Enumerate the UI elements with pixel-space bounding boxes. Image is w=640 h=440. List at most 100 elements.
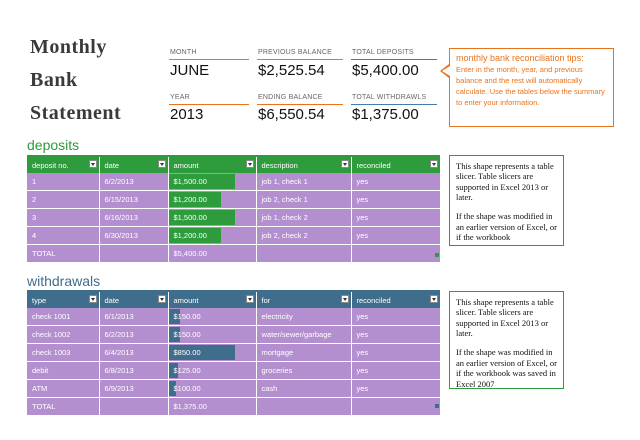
table-row: 4 6/30/2013 $1,200.00 job 2, check 2 yes	[27, 226, 441, 245]
description-cell[interactable]: job 1, check 2	[256, 208, 352, 227]
type-cell[interactable]: check 1002	[27, 325, 100, 344]
withdrawals-col-reconciled[interactable]: reconciled	[351, 292, 441, 308]
tips-callout: monthly bank reconciliation tips: Enter …	[449, 48, 614, 127]
filter-dropdown-icon[interactable]	[157, 160, 166, 168]
withdrawals-col-label: amount	[173, 295, 199, 305]
deposits-rule	[27, 155, 440, 157]
deposit-no-cell[interactable]: 1	[27, 173, 100, 191]
total-empty-cell[interactable]	[256, 397, 352, 416]
description-cell[interactable]: job 1, check 1	[256, 173, 352, 191]
for-cell[interactable]: cash	[256, 379, 352, 398]
deposit-no-cell[interactable]: 2	[27, 190, 100, 209]
type-cell[interactable]: debit	[27, 361, 100, 380]
filter-dropdown-icon[interactable]	[340, 160, 349, 168]
description-cell[interactable]: job 2, check 2	[256, 226, 352, 245]
deposit-no-cell[interactable]: 3	[27, 208, 100, 227]
total-withdrawals-underline	[351, 104, 437, 105]
total-amount[interactable]: $1,375.00	[168, 397, 257, 416]
total-empty-cell[interactable]	[99, 244, 169, 263]
type-cell[interactable]: check 1001	[27, 308, 100, 326]
total-label: TOTAL	[27, 244, 100, 263]
withdrawals-col-for[interactable]: for	[256, 292, 352, 308]
amount-value: $125.00	[173, 366, 201, 375]
for-cell[interactable]: mortgage	[256, 343, 352, 362]
amount-cell[interactable]: $125.00	[168, 361, 257, 380]
table-row: 3 6/16/2013 $1,500.00 job 1, check 2 yes	[27, 208, 441, 227]
slicer-note-para2: If the shape was modified in an earlier …	[456, 211, 558, 243]
amount-data-bar	[168, 228, 222, 243]
withdrawals-col-amount[interactable]: amount	[168, 292, 257, 308]
filter-dropdown-icon[interactable]	[88, 160, 97, 168]
amount-cell[interactable]: $1,500.00	[168, 173, 257, 191]
filter-dropdown-icon[interactable]	[340, 295, 349, 303]
reconciled-cell[interactable]: yes	[351, 379, 441, 398]
withdrawals-col-label: type	[32, 295, 47, 305]
total-empty-cell[interactable]	[351, 244, 441, 263]
total-empty-cell[interactable]	[351, 397, 441, 416]
withdrawals-col-date[interactable]: date	[99, 292, 169, 308]
filter-dropdown-icon[interactable]	[88, 295, 97, 303]
amount-cell[interactable]: $1,200.00	[168, 226, 257, 245]
withdrawals-total-row: TOTAL $1,375.00	[27, 397, 441, 416]
reconciled-cell[interactable]: yes	[351, 343, 441, 362]
filter-dropdown-icon[interactable]	[157, 295, 166, 303]
withdrawals-col-type[interactable]: type	[27, 292, 100, 308]
total-deposits-value: $5,400.00	[352, 62, 419, 79]
deposits-col-date[interactable]: date	[99, 157, 169, 173]
total-deposits-label: TOTAL DEPOSITS	[352, 49, 414, 56]
title-statement: Statement	[30, 102, 122, 124]
amount-cell[interactable]: $850.00	[168, 343, 257, 362]
filter-dropdown-icon[interactable]	[245, 160, 254, 168]
for-cell[interactable]: water/sewer/garbage	[256, 325, 352, 344]
date-cell[interactable]: 6/16/2013	[99, 208, 169, 227]
type-cell[interactable]: ATM	[27, 379, 100, 398]
for-cell[interactable]: groceries	[256, 361, 352, 380]
date-cell[interactable]: 6/15/2013	[99, 190, 169, 209]
reconciled-cell[interactable]: yes	[351, 308, 441, 326]
reconciled-cell[interactable]: yes	[351, 173, 441, 191]
for-cell[interactable]: electricity	[256, 308, 352, 326]
deposits-col-amount[interactable]: amount	[168, 157, 257, 173]
deposits-col-reconciled[interactable]: reconciled	[351, 157, 441, 173]
filter-dropdown-icon[interactable]	[429, 160, 438, 168]
table-resize-handle[interactable]	[435, 404, 439, 408]
deposits-col-description[interactable]: description	[256, 157, 352, 173]
date-cell[interactable]: 6/2/2013	[99, 325, 169, 344]
tips-title: monthly bank reconciliation tips:	[456, 53, 584, 63]
deposits-col-deposit-no[interactable]: deposit no.	[27, 157, 100, 173]
amount-cell[interactable]: $1,500.00	[168, 208, 257, 227]
amount-cell[interactable]: $100.00	[168, 379, 257, 398]
withdrawals-col-label: reconciled	[356, 295, 391, 305]
withdrawals-title: withdrawals	[27, 273, 101, 289]
total-amount[interactable]: $5,400.00	[168, 244, 257, 263]
total-empty-cell[interactable]	[256, 244, 352, 263]
description-cell[interactable]: job 2, check 1	[256, 190, 352, 209]
slicer-placeholder-deposits: This shape represents a table slicer. Ta…	[449, 155, 564, 246]
year-value[interactable]: 2013	[170, 106, 204, 123]
date-cell[interactable]: 6/9/2013	[99, 379, 169, 398]
table-resize-handle[interactable]	[435, 253, 439, 257]
amount-cell[interactable]: $1,200.00	[168, 190, 257, 209]
reconciled-cell[interactable]: yes	[351, 325, 441, 344]
type-cell[interactable]: check 1003	[27, 343, 100, 362]
amount-cell[interactable]: $150.00	[168, 325, 257, 344]
month-value[interactable]: JUNE	[170, 62, 210, 79]
date-cell[interactable]: 6/30/2013	[99, 226, 169, 245]
date-cell[interactable]: 6/1/2013	[99, 308, 169, 326]
deposits-title: deposits	[27, 137, 80, 153]
reconciled-cell[interactable]: yes	[351, 226, 441, 245]
table-row: 1 6/2/2013 $1,500.00 job 1, check 1 yes	[27, 173, 441, 191]
filter-dropdown-icon[interactable]	[429, 295, 438, 303]
deposits-total-row: TOTAL $5,400.00	[27, 244, 441, 263]
date-cell[interactable]: 6/8/2013	[99, 361, 169, 380]
date-cell[interactable]: 6/4/2013	[99, 343, 169, 362]
reconciled-cell[interactable]: yes	[351, 361, 441, 380]
date-cell[interactable]: 6/2/2013	[99, 173, 169, 191]
total-empty-cell[interactable]	[99, 397, 169, 416]
reconciled-cell[interactable]: yes	[351, 190, 441, 209]
prev-balance-value[interactable]: $2,525.54	[258, 62, 325, 79]
deposit-no-cell[interactable]: 4	[27, 226, 100, 245]
amount-cell[interactable]: $150.00	[168, 308, 257, 326]
filter-dropdown-icon[interactable]	[245, 295, 254, 303]
reconciled-cell[interactable]: yes	[351, 208, 441, 227]
